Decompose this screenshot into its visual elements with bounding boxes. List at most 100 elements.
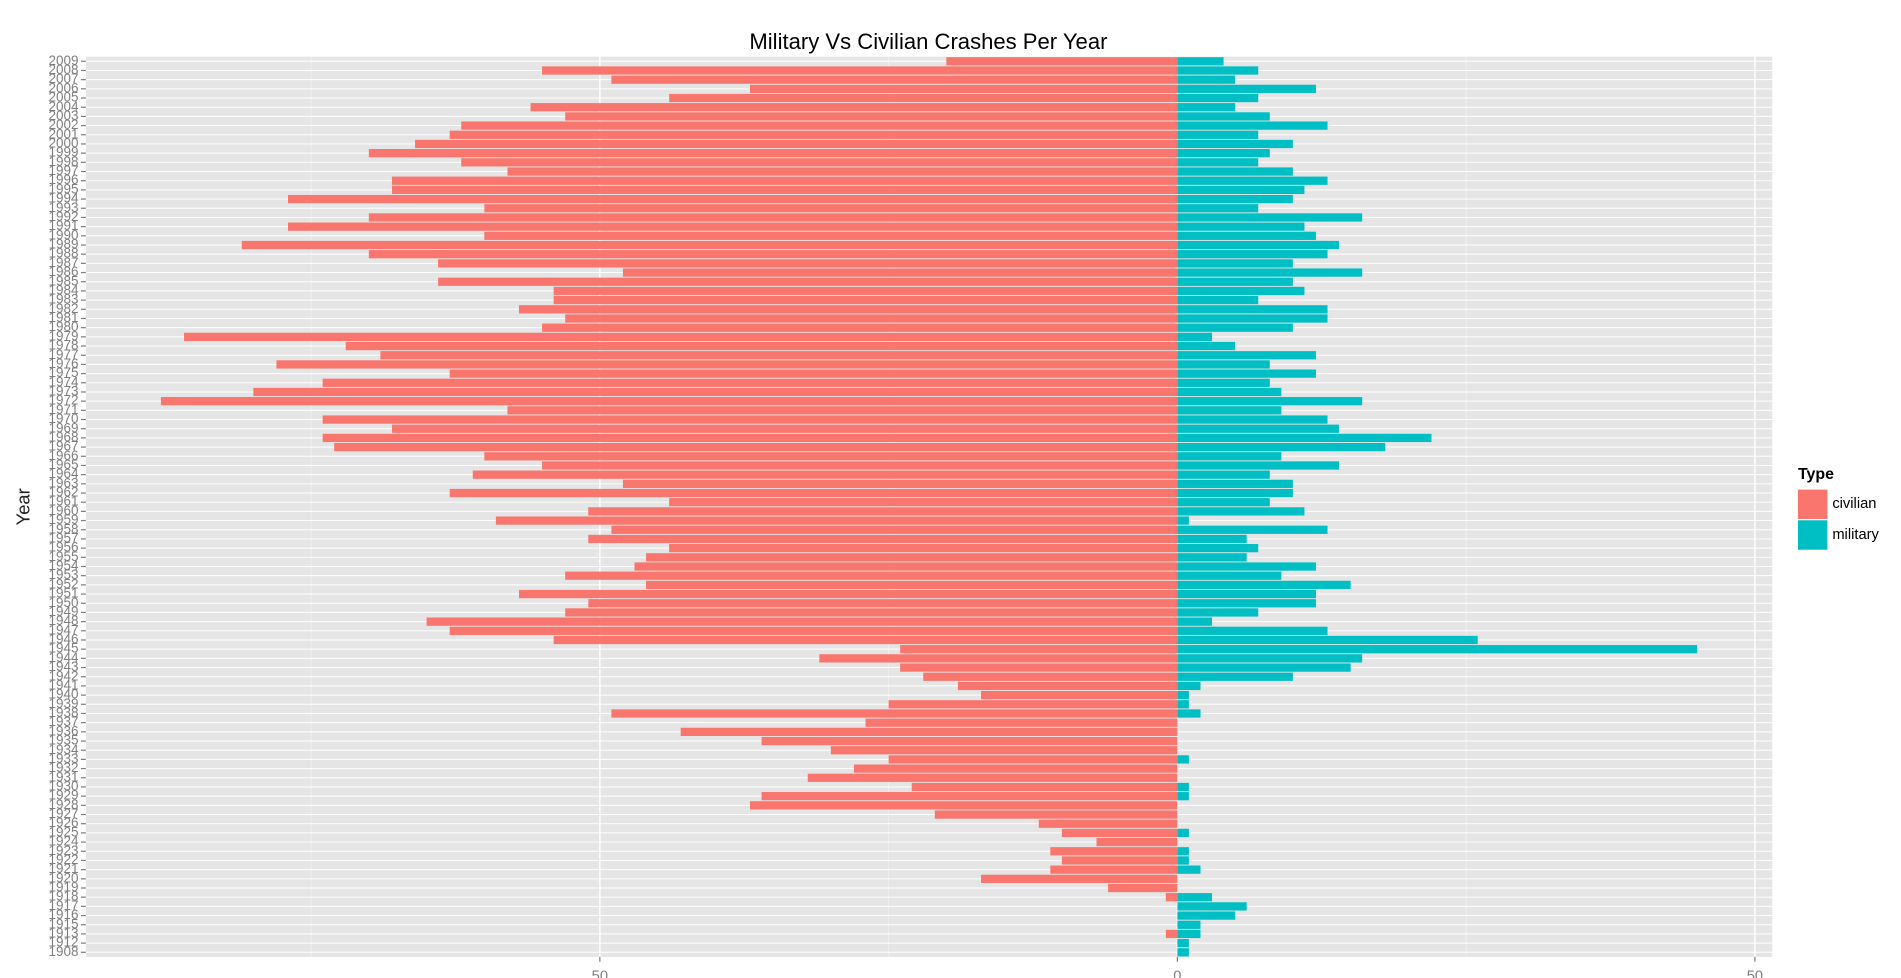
y-tick-label: 1956 [48, 540, 78, 555]
bar [807, 773, 1178, 782]
y-tick-label: 1922 [48, 852, 78, 867]
bar [565, 608, 1178, 617]
bar [1177, 204, 1259, 213]
y-tick-label: 1959 [48, 512, 78, 527]
bar [1177, 323, 1293, 332]
y-tick-label: 1950 [48, 595, 78, 610]
bar [1177, 461, 1340, 470]
y-tick-label: 2004 [48, 99, 78, 114]
bar [368, 250, 1178, 259]
bar [1177, 194, 1293, 204]
bar [1177, 387, 1282, 397]
bar [911, 782, 1178, 792]
bar [1177, 185, 1305, 195]
bar [1177, 231, 1316, 240]
y-tick-label: 1957 [48, 530, 78, 545]
bar [588, 534, 1178, 544]
bar [611, 75, 1178, 84]
bar [507, 406, 1178, 415]
y-tick-label: 1932 [48, 760, 78, 775]
y-tick-label: 1968 [48, 429, 78, 444]
bar [1177, 103, 1236, 112]
y-tick-label: 1948 [48, 613, 78, 628]
bar [1177, 507, 1305, 516]
y-tick-label: 1963 [48, 475, 78, 490]
bar [1177, 562, 1316, 571]
bar [1050, 847, 1178, 856]
bar [1177, 608, 1259, 617]
bar [484, 452, 1178, 461]
y-tick-label: 1973 [48, 384, 78, 399]
bar [484, 231, 1178, 240]
y-tick-label: 1976 [48, 356, 78, 371]
y-tick-label: 1960 [48, 503, 78, 518]
y-tick-label: 1987 [48, 255, 78, 270]
y-tick-label: 1955 [48, 549, 78, 564]
bar [1177, 635, 1478, 645]
bar [449, 626, 1178, 635]
bar [1177, 295, 1259, 305]
x-tick-label: 0 [1173, 968, 1181, 978]
bar [611, 709, 1178, 718]
y-tick-label: 1979 [48, 328, 78, 343]
y-tick-label: 1958 [48, 521, 78, 536]
y-tick-label: 1949 [48, 604, 78, 619]
legend-title: Type [1798, 466, 1834, 483]
y-tick-label: 1915 [48, 916, 78, 931]
y-tick-label: 1993 [48, 200, 78, 215]
bar [1096, 837, 1178, 847]
bar [923, 672, 1178, 681]
bar [1177, 709, 1201, 718]
y-tick-label: 2006 [48, 80, 78, 95]
bar [981, 690, 1178, 700]
bar [1177, 948, 1189, 957]
bar [1177, 663, 1351, 672]
bar [1177, 75, 1236, 84]
bar [241, 240, 1178, 250]
y-tick-label: 1944 [48, 650, 78, 665]
bar [276, 360, 1178, 369]
y-tick-label: 1967 [48, 439, 78, 454]
y-tick-label: 1931 [48, 769, 78, 784]
y-tick-label: 1988 [48, 246, 78, 261]
bar [322, 415, 1178, 424]
bar [1177, 645, 1698, 654]
bar [1177, 571, 1282, 580]
bar [1177, 93, 1259, 103]
bar [380, 351, 1178, 360]
y-tick-label: 1923 [48, 843, 78, 858]
bar [588, 599, 1178, 608]
y-tick-label: 1985 [48, 273, 78, 288]
bar [1108, 883, 1178, 893]
y-tick-label: 1947 [48, 622, 78, 637]
bar [1177, 865, 1201, 874]
bar [1177, 920, 1201, 929]
y-tick-label: 1972 [48, 393, 78, 408]
bar [1177, 286, 1305, 296]
y-tick-label: 1916 [48, 907, 78, 922]
y-tick-label: 1977 [48, 347, 78, 362]
bar [1177, 792, 1189, 801]
bar [1038, 819, 1178, 828]
x-tick-label: 50 [1747, 968, 1763, 978]
bar [415, 139, 1178, 149]
bar [1061, 856, 1178, 865]
y-tick-label: 1991 [48, 218, 78, 233]
y-tick-label: 1966 [48, 448, 78, 463]
bar [1177, 84, 1316, 93]
bar [1177, 939, 1189, 948]
bar [1177, 700, 1189, 709]
bar [761, 736, 1178, 746]
bar [1177, 139, 1293, 149]
bar [184, 332, 1178, 342]
bar [461, 121, 1178, 130]
bar [1177, 893, 1213, 902]
bar [646, 553, 1178, 562]
y-tick-label: 1930 [48, 779, 78, 794]
bar [819, 654, 1178, 663]
legend-label: civilian [1832, 496, 1876, 512]
bar [507, 167, 1178, 176]
bar [1177, 158, 1259, 167]
bar [565, 571, 1178, 580]
